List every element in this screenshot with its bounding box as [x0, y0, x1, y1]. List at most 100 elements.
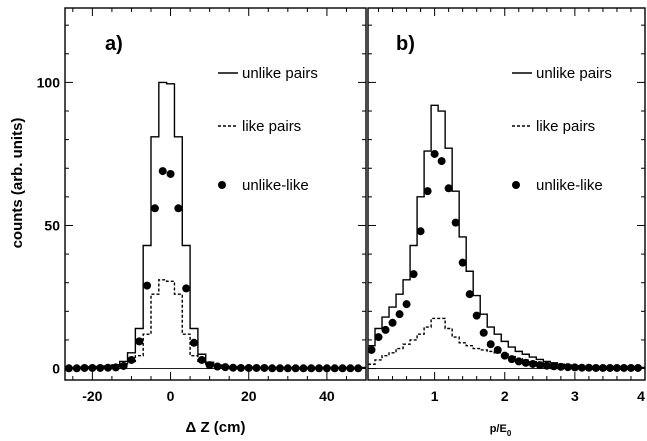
y-tick-label: 0	[52, 361, 60, 377]
data-point	[229, 363, 238, 372]
legend-label: unlike-like	[242, 177, 309, 194]
data-point	[330, 364, 339, 373]
series-line	[65, 279, 366, 369]
data-point	[521, 358, 530, 367]
data-point	[493, 345, 502, 354]
data-point	[104, 363, 112, 372]
plot-frame	[64, 7, 367, 381]
data-point	[542, 361, 551, 370]
data-point	[584, 363, 593, 372]
data-point	[591, 363, 600, 372]
data-point	[458, 258, 467, 267]
data-point	[605, 363, 614, 372]
legend-label: like pairs	[242, 118, 301, 135]
data-point	[598, 363, 607, 372]
data-point	[430, 149, 439, 158]
data-point	[252, 363, 261, 372]
data-point	[127, 355, 136, 364]
x-tick-label: 3	[571, 388, 579, 404]
data-point	[135, 337, 144, 346]
data-point	[500, 351, 509, 360]
data-point	[174, 204, 183, 213]
data-point	[260, 363, 269, 372]
data-layer	[65, 81, 366, 373]
x-tick-label: 20	[241, 388, 257, 404]
data-point	[416, 227, 425, 236]
data-point	[626, 363, 635, 372]
data-point	[395, 310, 404, 319]
data-point	[354, 364, 363, 373]
data-point	[96, 363, 105, 372]
data-point	[150, 204, 159, 213]
data-point	[197, 355, 206, 364]
data-point	[388, 318, 397, 327]
x-tick-label: 0	[167, 388, 175, 404]
panel-label: a)	[105, 33, 123, 55]
data-point	[166, 169, 175, 178]
data-point	[236, 363, 245, 372]
data-point	[633, 363, 642, 372]
data-point	[619, 363, 628, 372]
series-line	[368, 317, 645, 369]
data-point	[346, 364, 355, 373]
data-point	[409, 270, 418, 279]
x-tick-label: 4	[637, 388, 645, 404]
data-point	[158, 167, 167, 176]
x-tick-label: 2	[501, 388, 509, 404]
data-point	[437, 157, 446, 166]
data-point	[451, 218, 460, 227]
data-point	[72, 364, 81, 373]
data-point	[244, 363, 253, 372]
x-axis-title: p/E0	[490, 423, 512, 438]
data-point	[577, 363, 586, 372]
y-axis-title: counts (arb. units)	[9, 118, 26, 249]
data-point	[315, 364, 324, 373]
data-point	[381, 325, 390, 334]
panel-a: 0 50 100 -20 0 20 40 Δ Z (cm) a) unlike pairs like…	[37, 7, 367, 436]
data-point	[283, 364, 292, 373]
data-point	[612, 363, 621, 372]
data-point	[479, 328, 488, 337]
data-point	[80, 363, 89, 372]
data-point	[111, 363, 120, 372]
x-axis-title: Δ Z (cm)	[186, 419, 246, 436]
data-point	[528, 359, 537, 368]
data-point	[535, 361, 544, 370]
y-tick-label: 50	[44, 217, 60, 233]
data-point	[549, 362, 558, 371]
x-axis-subscript: 0	[507, 429, 512, 438]
data-point	[507, 355, 516, 364]
panel-label: b)	[396, 33, 415, 55]
plot-frame	[367, 7, 646, 381]
data-point	[119, 361, 128, 370]
series-line	[65, 81, 366, 369]
data-point	[423, 187, 432, 196]
data-point	[291, 364, 300, 373]
x-tick-label: -20	[82, 388, 102, 404]
data-point	[65, 364, 73, 373]
data-point	[268, 364, 277, 373]
data-point	[472, 311, 481, 320]
data-layer	[368, 104, 645, 372]
data-point	[486, 340, 495, 349]
data-point	[465, 290, 474, 299]
data-point	[213, 362, 222, 371]
data-point	[556, 362, 565, 371]
legend-label: unlike-like	[536, 177, 603, 194]
data-point	[88, 363, 97, 372]
data-point	[143, 281, 152, 290]
legend-label: unlike pairs	[242, 65, 318, 82]
y-tick-label: 100	[37, 74, 61, 90]
panel-b: 1 2 3 4 p/E0 b) unlike pairs like pairs unlike-l…	[367, 7, 646, 438]
x-tick-label: 1	[431, 388, 439, 404]
legend-label: unlike pairs	[536, 65, 612, 82]
data-point	[182, 284, 191, 293]
data-point	[322, 364, 331, 373]
data-point	[221, 363, 230, 372]
data-point	[299, 364, 308, 373]
legend-marker	[218, 181, 226, 189]
legend-label: like pairs	[536, 118, 595, 135]
data-point	[514, 357, 523, 366]
data-point	[338, 364, 347, 373]
